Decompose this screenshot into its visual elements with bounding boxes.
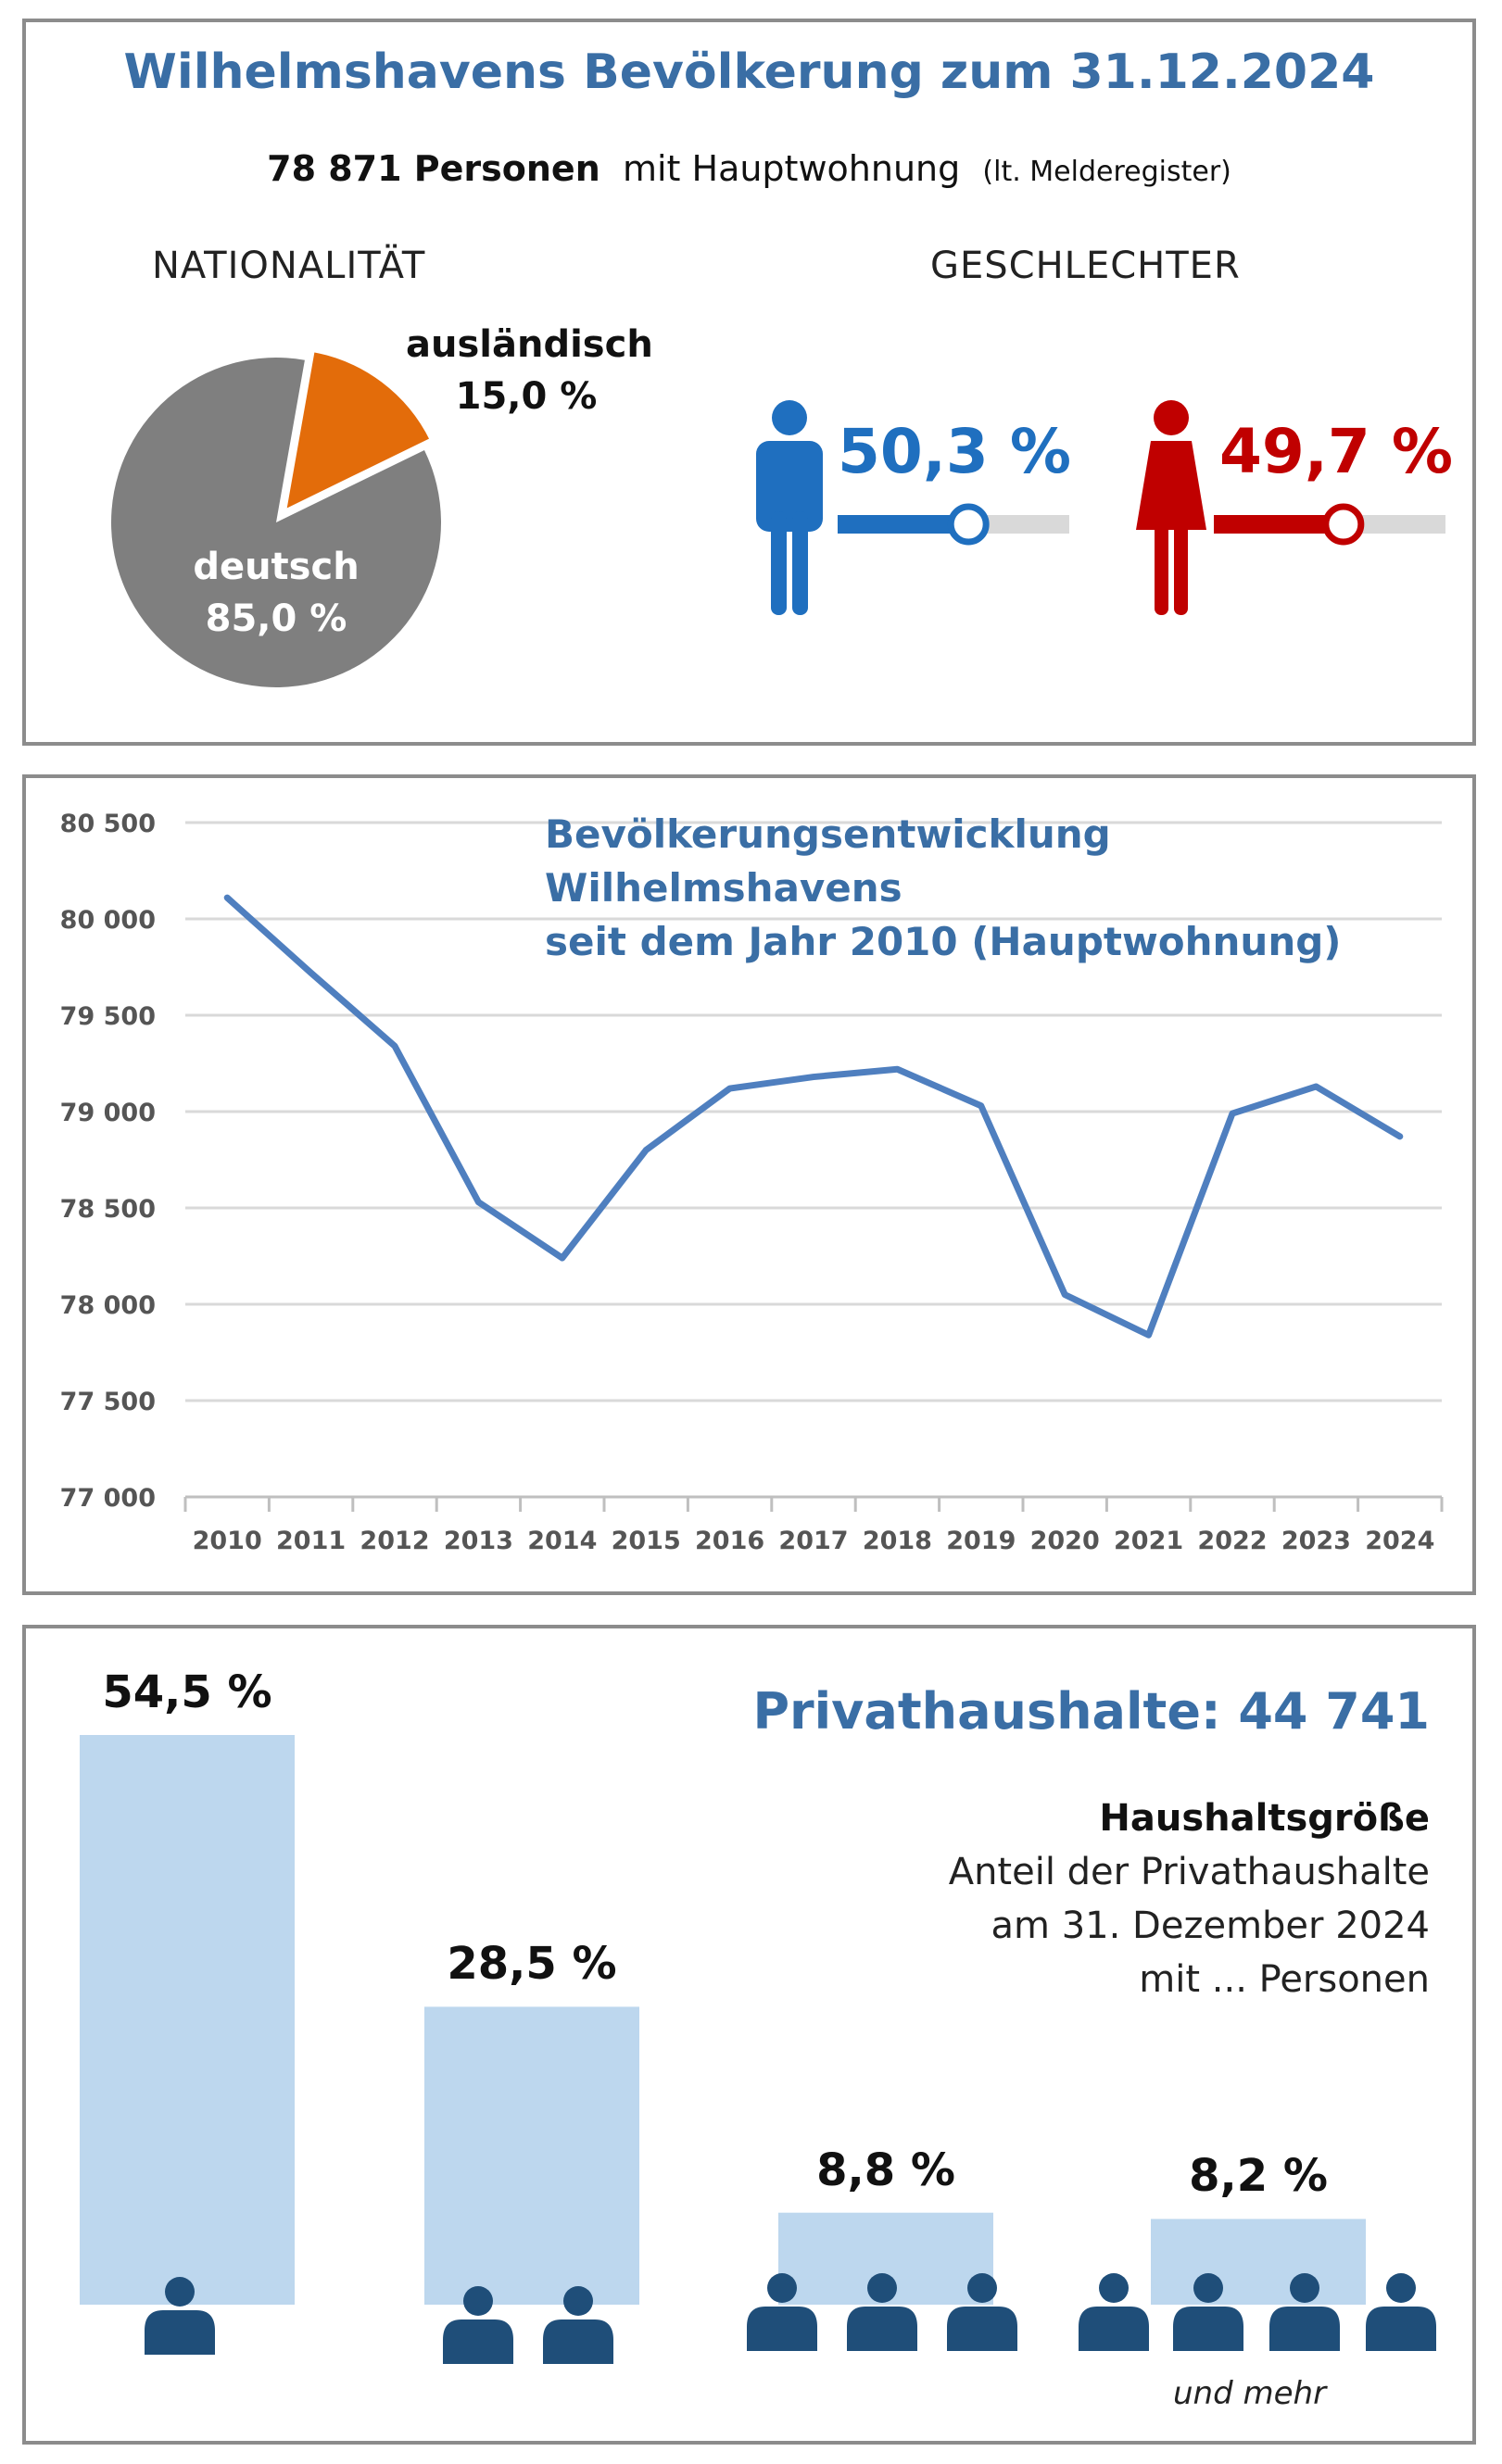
pie-label-auslaendisch: ausländisch 15,0 % [406, 319, 653, 422]
household-bar [424, 2006, 639, 2305]
x-tick-label: 2015 [612, 1527, 681, 1555]
line-chart-title-line1: Bevölkerungsentwicklung Wilhelmshavens [545, 811, 1111, 911]
and-more-label: und mehr [1173, 2375, 1327, 2412]
gender-label: GESCHLECHTER [930, 245, 1241, 287]
source-note: (lt. Melderegister) [982, 156, 1231, 188]
household-person-icons [145, 2273, 1436, 2364]
pie-slice-deutsch [111, 358, 442, 687]
households-description: Haushaltsgröße Anteil der Privathaushalt… [949, 1791, 1430, 2006]
persons-count: 78 871 Personen [267, 148, 600, 189]
male-icon [756, 400, 823, 615]
household-bars [80, 1735, 1366, 2305]
x-tick-label: 2016 [695, 1527, 764, 1555]
y-tick-label: 80 000 [60, 906, 156, 935]
person-icon [443, 2286, 513, 2364]
x-tick-label: 2021 [1114, 1527, 1183, 1555]
households-panel: 54,5 % 28,5 % 8,8 % 8,2 % Privathaushalt… [22, 1625, 1476, 2445]
person-icon [1366, 2273, 1436, 2351]
x-tick-label: 2020 [1030, 1527, 1100, 1555]
x-tick-label: 2014 [527, 1527, 597, 1555]
y-tick-label: 79 500 [60, 1002, 156, 1031]
pie-label-auslaendisch-value: 15,0 % [455, 375, 598, 418]
x-axis-tick-labels: 2010 2011 2012 2013 2014 2015 2016 2017 2018 2019… [193, 1527, 1435, 1555]
y-tick-label: 79 000 [60, 1099, 156, 1127]
bar-value-label-4-persons: 8,2 % [1189, 2150, 1328, 2203]
x-tick-label: 2017 [778, 1527, 848, 1555]
x-tick-label: 2022 [1197, 1527, 1267, 1555]
pie-slice-auslaendisch [281, 346, 435, 517]
population-summary: 78 871 Personen mit Hauptwohnung (lt. Me… [26, 148, 1472, 189]
y-tick-label: 78 500 [60, 1195, 156, 1224]
line-chart-title: Bevölkerungsentwicklung Wilhelmshavens s… [545, 808, 1472, 969]
person-icon [543, 2286, 613, 2364]
x-tick-label: 2019 [946, 1527, 1016, 1555]
y-tick-label: 77 500 [60, 1388, 156, 1416]
male-share-bar [838, 503, 1069, 546]
x-tick-label: 2023 [1281, 1527, 1351, 1555]
pie-label-deutsch-name: deutsch [193, 546, 360, 588]
person-icon [1173, 2273, 1243, 2351]
households-desc-line2: am 31. Dezember 2024 [991, 1905, 1430, 1947]
person-icon [1269, 2273, 1340, 2351]
page-title: Wilhelmshavens Bevölkerung zum 31.12.202… [123, 44, 1375, 100]
population-series [223, 894, 1404, 1339]
households-desc-line1: Anteil der Privathaushalte [948, 1851, 1430, 1893]
x-tick-label: 2011 [276, 1527, 346, 1555]
household-bar [80, 1735, 295, 2305]
nationality-label: NATIONALITÄT [152, 245, 426, 287]
households-title: Privathaushalte: 44 741 [752, 1682, 1430, 1741]
person-icon [747, 2273, 817, 2351]
x-tick-label: 2010 [193, 1527, 262, 1555]
male-percentage: 50,3 % [838, 416, 1071, 487]
female-percentage: 49,7 % [1219, 416, 1453, 487]
person-icon [847, 2273, 917, 2351]
nationality-pie-chart [111, 346, 442, 687]
x-axis [183, 1495, 1444, 1512]
bar-value-label-2-persons: 28,5 % [447, 1938, 617, 1991]
households-desc-line3: mit ... Personen [1139, 1958, 1430, 2001]
x-tick-label: 2012 [360, 1527, 429, 1555]
population-overview-panel: Wilhelmshavens Bevölkerung zum 31.12.202… [22, 19, 1476, 746]
pie-label-deutsch-value: 85,0 % [205, 597, 347, 640]
female-icon [1136, 400, 1206, 615]
y-axis-tick-labels: 77 000 77 500 78 000 78 500 79 000 79 500 80 0… [60, 810, 156, 1513]
pie-label-auslaendisch-name: ausländisch [406, 323, 653, 366]
bar-value-label-1-person: 54,5 % [102, 1666, 272, 1718]
household-size-heading: Haushaltsgröße [1099, 1797, 1430, 1840]
line-chart-title-line2: seit dem Jahr 2010 (Hauptwohnung) [545, 919, 1342, 964]
y-tick-label: 78 000 [60, 1291, 156, 1320]
population-line [223, 894, 1404, 1339]
female-share-bar [1214, 503, 1445, 546]
person-icon [1079, 2273, 1149, 2351]
chart-gridlines [185, 821, 1442, 1402]
household-bar [1151, 2219, 1366, 2305]
person-icon [145, 2277, 215, 2355]
household-size-bar-chart [80, 1735, 1436, 2364]
pie-label-deutsch: deutsch 85,0 % [156, 541, 397, 645]
population-trend-panel: 77 000 77 500 78 000 78 500 79 000 79 500 80 0… [22, 774, 1476, 1595]
x-tick-label: 2018 [863, 1527, 932, 1555]
y-tick-label: 80 500 [60, 810, 156, 838]
x-tick-label: 2013 [444, 1527, 513, 1555]
population-line-chart: 77 000 77 500 78 000 78 500 79 000 79 500 80 0… [60, 810, 1444, 1555]
x-tick-label: 2024 [1365, 1527, 1434, 1555]
bar-value-label-3-persons: 8,8 % [816, 2143, 955, 2196]
persons-suffix: mit Hauptwohnung [622, 148, 961, 189]
y-tick-label: 77 000 [60, 1484, 156, 1513]
person-icon [947, 2273, 1017, 2351]
